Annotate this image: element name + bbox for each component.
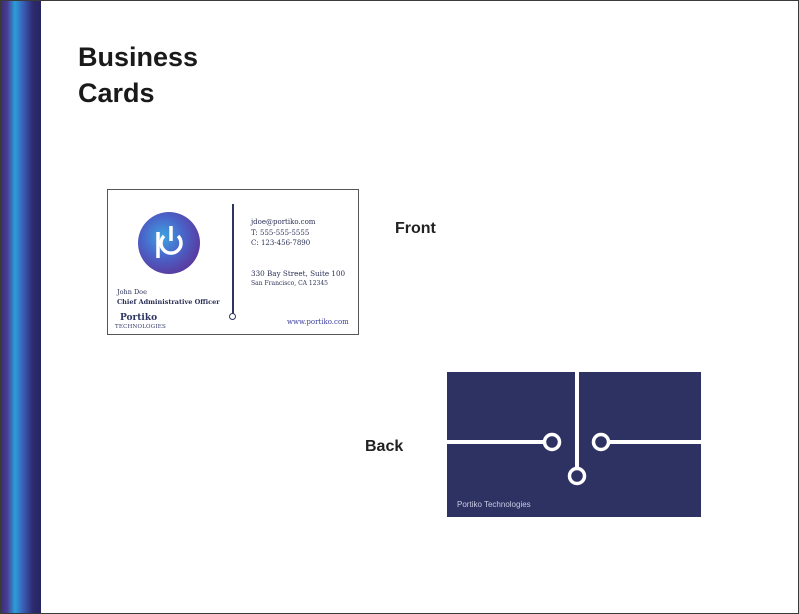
brand-subtitle: TECHNOLOGIES (115, 324, 166, 330)
page-title: Business Cards (78, 39, 198, 111)
brand-name: Portiko (120, 313, 158, 323)
contact-phone: T: 555-555-5555 (251, 229, 310, 237)
front-label: Front (395, 220, 436, 237)
title-line-1: Business (78, 42, 199, 72)
contact-email: jdoe@portiko.com (251, 218, 316, 226)
business-card-front: jdoe@portiko.com T: 555-555-5555 C: 123-… (107, 189, 359, 335)
address-city: San Francisco, CA 12345 (251, 280, 328, 287)
circuit-node (229, 313, 236, 320)
back-brand-name: Portiko Technologies (457, 500, 531, 509)
circuit-pattern-icon (447, 372, 701, 486)
title-line-2: Cards (78, 78, 155, 108)
circuit-line (232, 204, 234, 315)
address-street: 330 Bay Street, Suite 100 (251, 269, 346, 278)
portiko-logo-icon (138, 212, 200, 274)
person-title: Chief Administrative Officer (117, 298, 220, 306)
business-card-back: Portiko Technologies (447, 372, 701, 517)
contact-cell: C: 123-456-7890 (251, 239, 311, 247)
decorative-side-stripe (1, 1, 41, 613)
back-label: Back (365, 438, 404, 455)
website-text: www.portiko.com (287, 318, 349, 326)
person-name: John Doe (117, 288, 147, 296)
